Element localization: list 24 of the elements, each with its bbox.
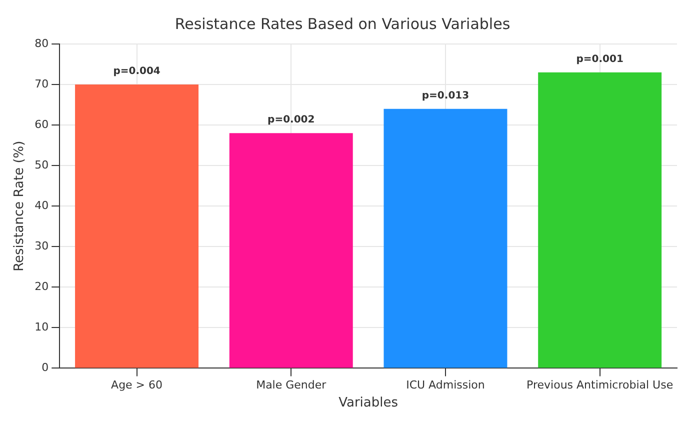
x-axis-title: Variables (338, 396, 398, 411)
y-tick-label: 10 (34, 320, 49, 334)
y-tick-label: 70 (34, 77, 49, 90)
x-tick-label: Age > 60 (111, 378, 163, 392)
y-tick-label: 30 (34, 239, 49, 252)
annotation: p=0.002 (268, 114, 315, 126)
y-tick-label: 50 (34, 158, 49, 172)
y-tick-label: 80 (34, 36, 49, 50)
y-tick-label: 60 (34, 118, 49, 131)
bar (229, 133, 353, 368)
y-tick-label: 0 (42, 361, 49, 374)
annotation: p=0.001 (576, 54, 624, 65)
y-tick-label: 20 (34, 280, 49, 294)
chart-title: Resistance Rates Based on Various Variables (174, 14, 510, 33)
x-tick-label: Male Gender (256, 378, 327, 392)
y-axis-title: Resistance Rate (%) (12, 140, 28, 272)
annotation: p=0.013 (422, 90, 470, 102)
bar (75, 84, 199, 368)
x-tick-label: Previous Antimicrobial Use (526, 378, 674, 392)
bar (384, 108, 508, 368)
bar (538, 72, 662, 368)
annotation: p=0.004 (113, 66, 160, 78)
x-tick-label: ICU Admission (406, 378, 485, 392)
y-tick-label: 40 (34, 198, 49, 212)
